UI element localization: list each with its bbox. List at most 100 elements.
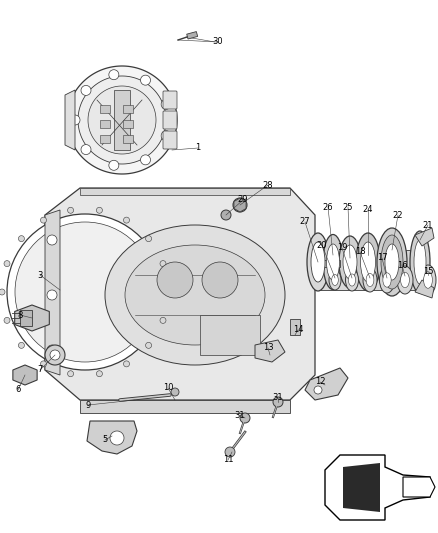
Text: 22: 22	[393, 211, 403, 220]
Ellipse shape	[397, 266, 413, 294]
Text: 28: 28	[263, 181, 273, 190]
Bar	[290, 319, 300, 335]
Ellipse shape	[343, 245, 357, 279]
Ellipse shape	[326, 244, 339, 280]
Text: 11: 11	[223, 456, 233, 464]
Text: 15: 15	[423, 268, 433, 277]
Circle shape	[18, 236, 25, 241]
Circle shape	[81, 144, 91, 155]
Ellipse shape	[356, 233, 380, 291]
Circle shape	[47, 235, 57, 245]
Circle shape	[161, 131, 171, 141]
Circle shape	[110, 431, 124, 445]
Bar	[100, 120, 110, 128]
Ellipse shape	[379, 267, 395, 293]
Text: 29: 29	[238, 196, 248, 205]
Polygon shape	[88, 86, 156, 154]
Text: 6: 6	[15, 385, 21, 394]
Circle shape	[314, 386, 322, 394]
Text: 13: 13	[263, 343, 273, 352]
Ellipse shape	[332, 274, 338, 286]
Text: 31: 31	[273, 393, 283, 402]
Circle shape	[4, 261, 10, 266]
Text: 5: 5	[102, 435, 108, 445]
FancyBboxPatch shape	[163, 91, 177, 109]
Circle shape	[145, 342, 152, 349]
Circle shape	[240, 413, 250, 423]
Text: 14: 14	[293, 326, 303, 335]
Ellipse shape	[339, 236, 361, 288]
Circle shape	[273, 397, 283, 407]
Text: 19: 19	[337, 244, 347, 253]
Circle shape	[233, 198, 247, 212]
Circle shape	[160, 317, 166, 324]
Ellipse shape	[424, 272, 432, 288]
Text: 16: 16	[397, 261, 407, 270]
Ellipse shape	[377, 228, 407, 296]
Circle shape	[171, 388, 179, 396]
Circle shape	[0, 289, 5, 295]
Text: 12: 12	[315, 377, 325, 386]
Bar	[187, 31, 198, 39]
Circle shape	[96, 207, 102, 213]
Circle shape	[141, 155, 151, 165]
Bar	[114, 90, 130, 150]
Polygon shape	[13, 365, 37, 385]
Circle shape	[67, 207, 74, 213]
Ellipse shape	[410, 231, 430, 293]
Text: 7: 7	[37, 366, 42, 375]
Ellipse shape	[360, 242, 375, 282]
Text: 9: 9	[85, 400, 91, 409]
Text: 1: 1	[195, 143, 201, 152]
Text: 27: 27	[300, 217, 310, 227]
Text: 21: 21	[423, 221, 433, 230]
Polygon shape	[415, 228, 434, 246]
Circle shape	[81, 85, 91, 95]
Text: 8: 8	[18, 311, 23, 319]
Text: 20: 20	[317, 240, 327, 249]
Polygon shape	[80, 400, 290, 413]
Polygon shape	[403, 477, 435, 497]
Bar	[123, 135, 133, 143]
Circle shape	[160, 261, 166, 266]
Ellipse shape	[401, 272, 410, 288]
Circle shape	[40, 361, 46, 367]
Polygon shape	[415, 280, 434, 298]
Bar	[100, 135, 110, 143]
Text: 25: 25	[343, 203, 353, 212]
Ellipse shape	[383, 273, 391, 287]
Text: 24: 24	[363, 206, 373, 214]
Text: 3: 3	[37, 271, 42, 279]
Polygon shape	[255, 340, 285, 362]
Bar	[123, 120, 133, 128]
Ellipse shape	[381, 235, 403, 289]
Circle shape	[161, 99, 171, 109]
Circle shape	[7, 214, 163, 370]
Circle shape	[141, 75, 151, 85]
Circle shape	[109, 70, 119, 80]
Circle shape	[225, 447, 235, 457]
FancyBboxPatch shape	[163, 111, 177, 129]
Bar	[200, 315, 260, 355]
Ellipse shape	[323, 235, 343, 289]
Circle shape	[67, 371, 74, 377]
Circle shape	[47, 290, 57, 300]
Circle shape	[145, 236, 152, 241]
Circle shape	[70, 115, 80, 125]
Text: 18: 18	[355, 247, 365, 256]
Text: 17: 17	[377, 254, 387, 262]
Text: 10: 10	[163, 384, 173, 392]
Ellipse shape	[311, 242, 325, 282]
Polygon shape	[45, 188, 315, 400]
Circle shape	[96, 371, 102, 377]
Polygon shape	[45, 210, 60, 375]
Bar	[315, 260, 340, 267]
Polygon shape	[15, 305, 49, 331]
Circle shape	[47, 345, 57, 355]
Text: 31: 31	[235, 410, 245, 419]
Bar	[100, 105, 110, 113]
Circle shape	[4, 317, 10, 324]
Circle shape	[45, 345, 65, 365]
Polygon shape	[343, 463, 380, 512]
Polygon shape	[67, 66, 177, 174]
